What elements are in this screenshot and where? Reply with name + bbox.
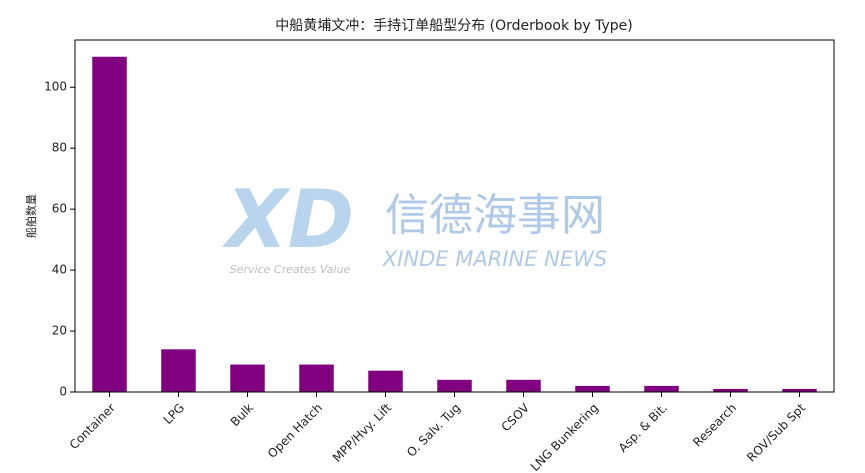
y-tick-label: 80: [52, 141, 67, 155]
y-tick-label: 100: [44, 80, 67, 94]
y-axis-label: 船舶数量: [24, 194, 38, 238]
y-tick-label: 60: [52, 202, 67, 216]
y-tick-label: 20: [52, 324, 67, 338]
bar: [506, 379, 541, 392]
bar: [782, 388, 817, 392]
chart-title: 中船黄埔文冲：手持订单船型分布 (Orderbook by Type): [275, 17, 633, 34]
bar: [368, 370, 403, 392]
bar: [230, 364, 265, 392]
y-tick-label: 40: [52, 263, 67, 277]
bar: [713, 388, 748, 392]
plot-frame: [74, 39, 835, 393]
bar: [92, 56, 127, 393]
bar: [299, 364, 334, 392]
bar: [575, 385, 610, 392]
y-tick-label: 0: [59, 385, 67, 399]
bar: [161, 349, 196, 392]
bar: [437, 379, 472, 392]
bar: [644, 385, 679, 392]
